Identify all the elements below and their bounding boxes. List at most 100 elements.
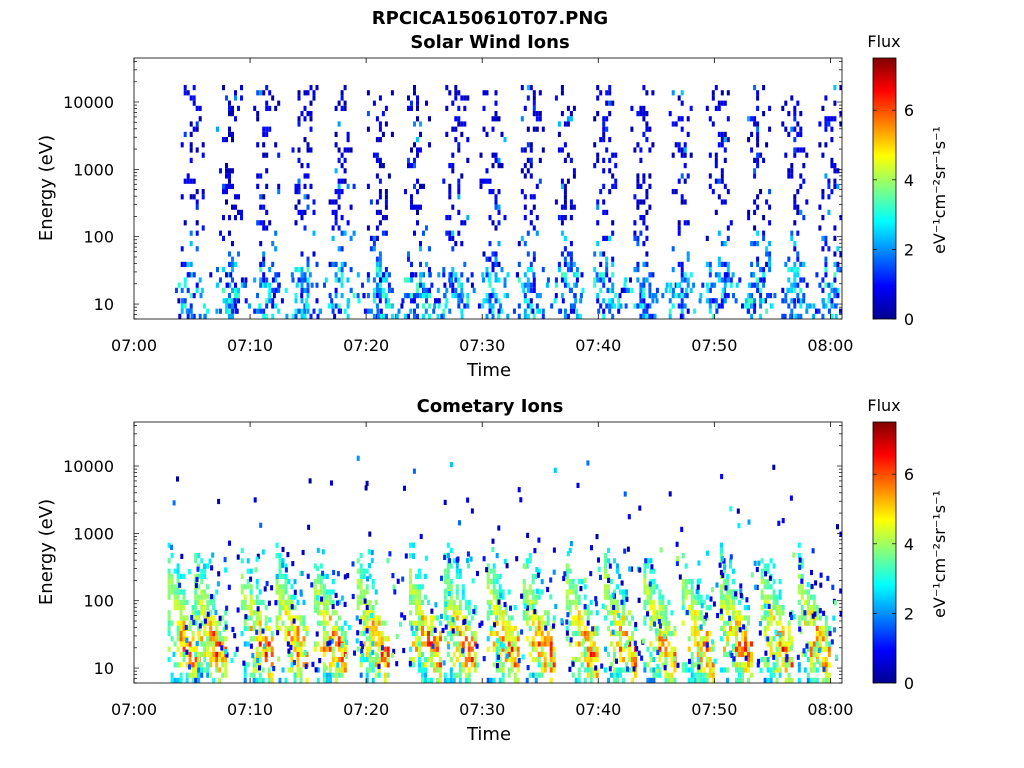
heatmap-cell: [693, 610, 697, 616]
heatmap-cell: [422, 230, 425, 236]
heatmap-cell: [488, 241, 492, 247]
heatmap-cell: [290, 625, 294, 631]
heatmap-cell: [523, 313, 527, 319]
heatmap-cell: [265, 313, 269, 319]
heatmap-cell: [803, 610, 807, 616]
heatmap-cell: [443, 579, 447, 585]
heatmap-cell: [705, 282, 709, 288]
heatmap-cell: [507, 615, 511, 621]
heatmap-cell: [307, 524, 311, 530]
heatmap-cell: [574, 298, 578, 304]
heatmap-cell: [690, 589, 694, 595]
heatmap-cell: [393, 589, 397, 595]
heatmap-cell: [189, 241, 193, 247]
heatmap-cell: [628, 667, 631, 673]
heatmap-cell: [290, 599, 294, 605]
heatmap-cell: [320, 596, 323, 602]
heatmap-cell: [322, 625, 326, 631]
heatmap-cell: [386, 636, 390, 642]
heatmap-cell: [455, 615, 459, 621]
heatmap-cell: [280, 298, 284, 304]
heatmap-cell: [234, 261, 237, 267]
heatmap-cell: [610, 631, 613, 637]
heatmap-cell: [659, 547, 663, 553]
heatmap-cell: [274, 600, 278, 606]
heatmap-cell: [503, 558, 507, 564]
heatmap-cell: [479, 152, 483, 158]
heatmap-cell: [413, 230, 416, 236]
heatmap-cell: [571, 584, 575, 590]
heatmap-cell: [523, 282, 527, 288]
heatmap-cell: [391, 573, 395, 579]
heatmap-cell: [714, 85, 718, 91]
heatmap-cell: [203, 641, 207, 647]
heatmap-cell: [610, 610, 613, 616]
heatmap-cell: [540, 667, 544, 673]
heatmap-cell: [651, 313, 655, 319]
heatmap-cell: [802, 298, 806, 304]
heatmap-cell: [639, 298, 643, 304]
heatmap-cell: [246, 584, 250, 590]
heatmap-cell: [261, 549, 265, 555]
heatmap-cell: [343, 178, 347, 184]
heatmap-cell: [824, 615, 828, 621]
heatmap-cell: [594, 596, 598, 602]
heatmap-cell: [493, 622, 496, 628]
heatmap-cell: [569, 267, 573, 273]
heatmap-cell: [639, 157, 643, 163]
heatmap-cell: [636, 183, 640, 189]
heatmap-cell: [723, 277, 727, 283]
heatmap-cell: [628, 620, 631, 626]
heatmap-cell: [455, 610, 459, 616]
heatmap-cell: [234, 215, 237, 221]
heatmap-cell: [386, 651, 390, 657]
heatmap-cell: [766, 599, 770, 605]
heatmap-cell: [293, 594, 297, 600]
heatmap-cell: [580, 631, 584, 637]
heatmap-cell: [443, 636, 447, 642]
heatmap-cell: [234, 194, 237, 200]
heatmap-cell: [467, 599, 471, 605]
heatmap-cell: [614, 152, 618, 158]
heatmap-cell: [595, 646, 599, 652]
heatmap-cell: [324, 665, 328, 671]
heatmap-cell: [778, 636, 782, 642]
heatmap-cell: [827, 672, 831, 678]
heatmap-cell: [486, 568, 490, 574]
heatmap-cell: [639, 199, 643, 205]
heatmap-cell: [622, 657, 625, 663]
heatmap-cell: [790, 173, 794, 179]
heatmap-cell: [225, 163, 228, 169]
heatmap-cell: [756, 95, 760, 101]
heatmap-cell: [534, 657, 538, 663]
heatmap-cell: [343, 620, 347, 626]
heatmap-cell: [211, 552, 215, 558]
heatmap-cell: [655, 584, 659, 590]
heatmap-cell: [303, 137, 307, 143]
heatmap-cell: [182, 625, 186, 631]
heatmap-cell: [287, 615, 291, 621]
heatmap-cell: [306, 256, 310, 262]
heatmap-cell: [368, 563, 371, 569]
heatmap-cell: [796, 272, 800, 278]
heatmap-cell: [212, 594, 216, 600]
heatmap-cell: [383, 651, 387, 657]
heatmap-cell: [365, 677, 369, 683]
heatmap-cell: [234, 308, 238, 314]
heatmap-cell: [552, 662, 556, 668]
heatmap-cell: [467, 610, 471, 616]
heatmap-cell: [366, 576, 369, 582]
heatmap-cell: [384, 277, 388, 283]
heatmap-cell: [446, 579, 450, 585]
heatmap-cell: [218, 677, 222, 683]
heatmap-cell: [683, 142, 687, 148]
heatmap-cell: [611, 183, 615, 189]
heatmap-cell: [604, 646, 607, 652]
heatmap-cell: [525, 589, 529, 595]
heatmap-cell: [200, 662, 204, 668]
heatmap-cell: [697, 664, 701, 670]
heatmap-cell: [206, 662, 210, 668]
heatmap-cell: [396, 578, 400, 584]
heatmap-cell: [756, 131, 760, 137]
heatmap-cell: [800, 584, 804, 590]
